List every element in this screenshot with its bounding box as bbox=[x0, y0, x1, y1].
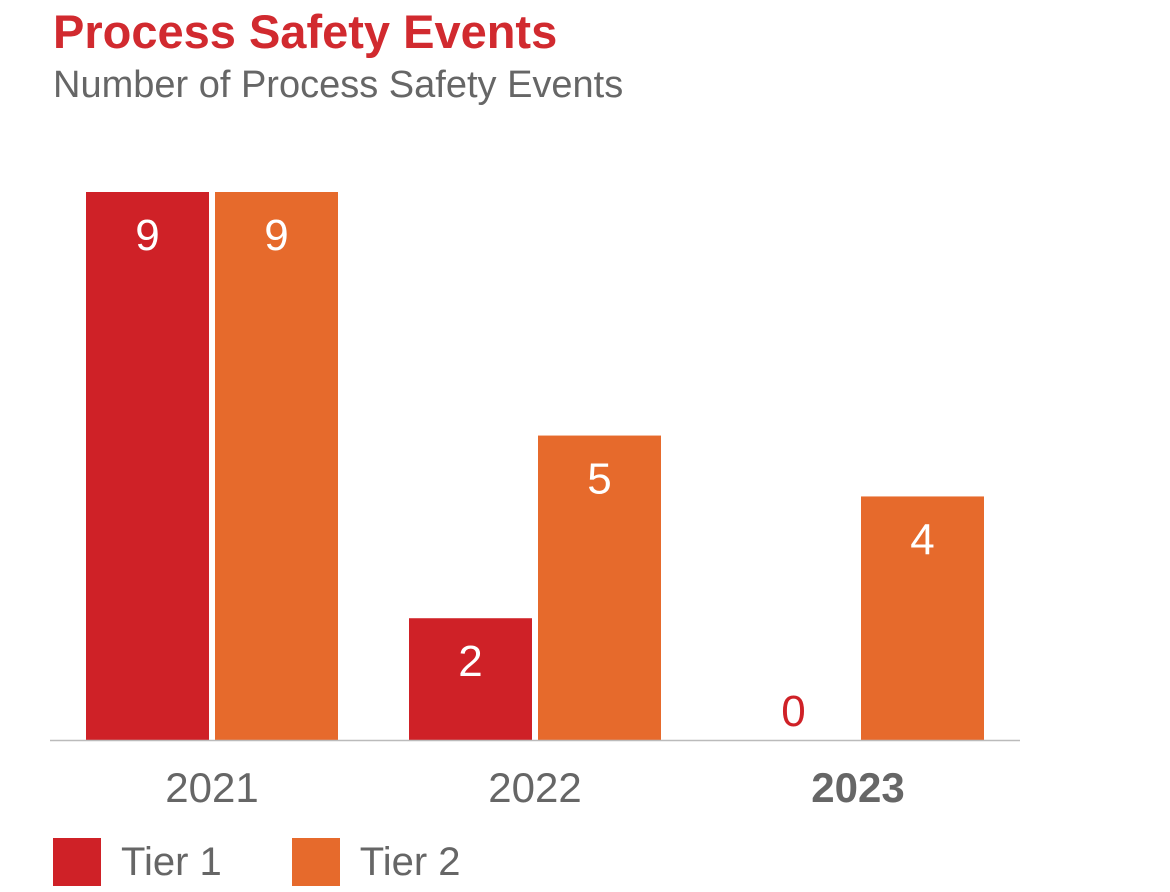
bar-tier-2-2023 bbox=[861, 496, 984, 740]
bar-tier-1-2022 bbox=[409, 618, 532, 740]
legend-item-tier-1: Tier 1 bbox=[53, 838, 222, 886]
bar-chart: 9 9 2021 2 5 2022 0 4 2023 bbox=[50, 192, 1020, 811]
legend-swatch-tier-2 bbox=[291, 838, 340, 886]
data-label-tier-2-2022: 5 bbox=[587, 455, 611, 504]
data-label-tier-1-2022: 2 bbox=[458, 637, 482, 686]
x-tick-label-2022: 2022 bbox=[488, 764, 581, 811]
data-label-tier-2-2021: 9 bbox=[264, 211, 288, 260]
legend-swatch-tier-1 bbox=[53, 838, 101, 886]
x-tick-label-2023: 2023 bbox=[811, 764, 904, 811]
bar-tier-1-2021 bbox=[86, 192, 209, 740]
bar-tier-2-2021 bbox=[215, 192, 338, 740]
chart-title: Process Safety Events bbox=[53, 5, 558, 58]
chart-subtitle: Number of Process Safety Events bbox=[53, 64, 624, 106]
bar-tier-2-2022 bbox=[538, 435, 661, 740]
data-label-tier-1-2023: 0 bbox=[781, 687, 805, 736]
x-tick-label-2021: 2021 bbox=[165, 764, 258, 811]
data-label-tier-2-2023: 4 bbox=[910, 515, 934, 564]
data-label-tier-1-2021: 9 bbox=[135, 211, 159, 260]
legend: Tier 1 Tier 2 bbox=[53, 836, 531, 888]
legend-item-tier-2: Tier 2 bbox=[291, 838, 461, 886]
legend-label-tier-1: Tier 1 bbox=[121, 840, 222, 884]
legend-label-tier-2: Tier 2 bbox=[359, 840, 461, 884]
